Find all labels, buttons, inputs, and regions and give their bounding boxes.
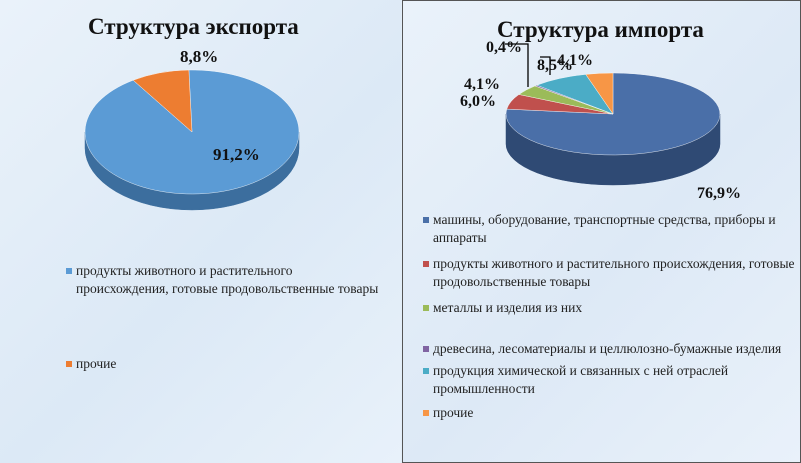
legend-swatch — [423, 217, 429, 223]
import-legend-item-other: прочие — [423, 404, 795, 422]
legend-swatch — [66, 361, 72, 367]
import-legend-item-machinery: машины, оборудование, транспортные средс… — [423, 211, 795, 247]
import-legend-item-chemicals: продукция химической и связанных с ней о… — [423, 362, 795, 398]
export-legend: продукты животного и растительного проис… — [66, 262, 386, 373]
data-label: 6,0% — [460, 93, 496, 110]
export-legend-item-other: прочие — [66, 355, 386, 373]
legend-swatch — [423, 305, 429, 311]
import-chart-panel: Структура импорта 76,9% 6,0% 4,1% 0,4% 8,5% 4… — [402, 0, 801, 463]
data-label: 91,2% — [213, 145, 260, 164]
data-label: 8,8% — [180, 47, 218, 66]
import-pie-chart: 76,9%6,0%4,1%0,4%8,5%4,1% — [460, 39, 741, 202]
data-label: 8,5% — [537, 57, 573, 74]
export-legend-item-food: продукты животного и растительного проис… — [66, 262, 386, 298]
import-chart-title: Структура импорта — [497, 17, 704, 42]
legend-swatch — [423, 261, 429, 267]
pie-slice-2 — [132, 69, 193, 133]
leader-line — [540, 56, 551, 75]
legend-label: продукция химической и связанных с ней о… — [433, 363, 729, 396]
legend-swatch — [423, 368, 429, 374]
legend-swatch — [423, 410, 429, 416]
export-chart-panel: Структура экспорта 91,2% 8,8% продукты жи… — [0, 0, 401, 463]
data-label: 76,9% — [697, 185, 741, 202]
import-legend-item-metals: металлы и изделия из них — [423, 299, 795, 317]
legend-label: прочие — [433, 405, 474, 420]
data-label: 4,1% — [557, 52, 593, 69]
legend-label: продукты животного и растительного проис… — [76, 263, 379, 296]
legend-swatch — [66, 268, 72, 274]
legend-label: металлы и изделия из них — [433, 300, 583, 315]
data-label: 0,4% — [486, 39, 522, 56]
legend-swatch — [423, 346, 429, 352]
legend-label: прочие — [76, 356, 117, 371]
import-legend-item-wood: древесина, лесоматериалы и целлюлозно-бу… — [423, 340, 795, 358]
data-label: 4,1% — [464, 76, 500, 93]
legend-label: машины, оборудование, транспортные средс… — [433, 212, 776, 245]
pie-slice-6 — [585, 72, 614, 115]
import-legend: машины, оборудование, транспортные средс… — [423, 211, 795, 422]
legend-label: древесина, лесоматериалы и целлюлозно-бу… — [433, 341, 782, 356]
leader-line — [505, 43, 529, 87]
import-legend-item-food: продукты животного и растительного проис… — [423, 255, 795, 291]
export-pie-chart: 91,2% 8,8% — [84, 47, 300, 211]
legend-label: продукты животного и растительного проис… — [433, 256, 795, 289]
export-chart-title: Структура экспорта — [88, 14, 299, 39]
